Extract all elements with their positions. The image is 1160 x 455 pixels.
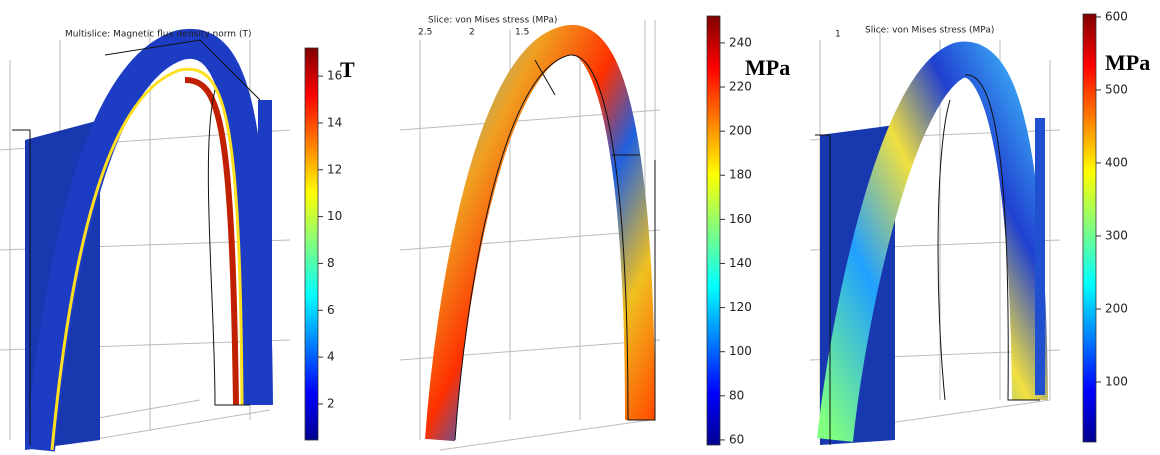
panel-3-render	[809, 30, 1061, 445]
tick-label: 2	[327, 396, 335, 410]
tick-label: 100	[729, 344, 752, 358]
colorbars: Multislice: Magnetic flux density norm (…	[65, 9, 1150, 446]
tick-label: 6	[327, 303, 335, 317]
axis-label: 1	[835, 30, 841, 40]
colorbar	[1082, 13, 1097, 443]
axis-label: 2.5	[418, 28, 432, 38]
panel-2-render	[399, 20, 661, 451]
colorbar	[706, 15, 721, 446]
tick-label: 100	[1105, 374, 1128, 388]
tick-label: 600	[1105, 9, 1128, 23]
panel-1-render	[0, 29, 291, 452]
tick-label: 120	[729, 300, 752, 314]
tick-label: 16	[327, 69, 342, 83]
unit-label: T	[340, 57, 355, 82]
panel-title: Slice: von Mises stress (MPa)	[428, 16, 557, 26]
tick-label: 14	[327, 115, 342, 129]
tick-label: 220	[729, 80, 752, 94]
tick-label: 12	[327, 162, 342, 176]
tick-label: 140	[729, 256, 752, 270]
tick-label: 80	[729, 388, 744, 402]
tick-label: 180	[729, 168, 752, 182]
tick-label: 240	[729, 35, 752, 49]
tick-label: 10	[327, 209, 342, 223]
tick-label: 60	[729, 432, 744, 446]
colorbar	[304, 47, 319, 441]
axis-label: 1.5	[515, 28, 529, 38]
tick-label: 160	[729, 212, 752, 226]
tick-label: 8	[327, 256, 335, 270]
tick-label: 4	[327, 350, 335, 364]
panel-title: Slice: von Mises stress (MPa)	[865, 26, 994, 36]
unit-label: MPa	[745, 55, 790, 80]
tick-label: 300	[1105, 228, 1128, 242]
tick-label: 500	[1105, 82, 1128, 96]
axis-label: 2	[469, 28, 475, 38]
tick-label: 200	[729, 124, 752, 138]
tick-label: 400	[1105, 155, 1128, 169]
unit-label: MPa	[1105, 50, 1150, 75]
panel-title: Multislice: Magnetic flux density norm (…	[65, 30, 251, 40]
tick-label: 200	[1105, 301, 1128, 315]
